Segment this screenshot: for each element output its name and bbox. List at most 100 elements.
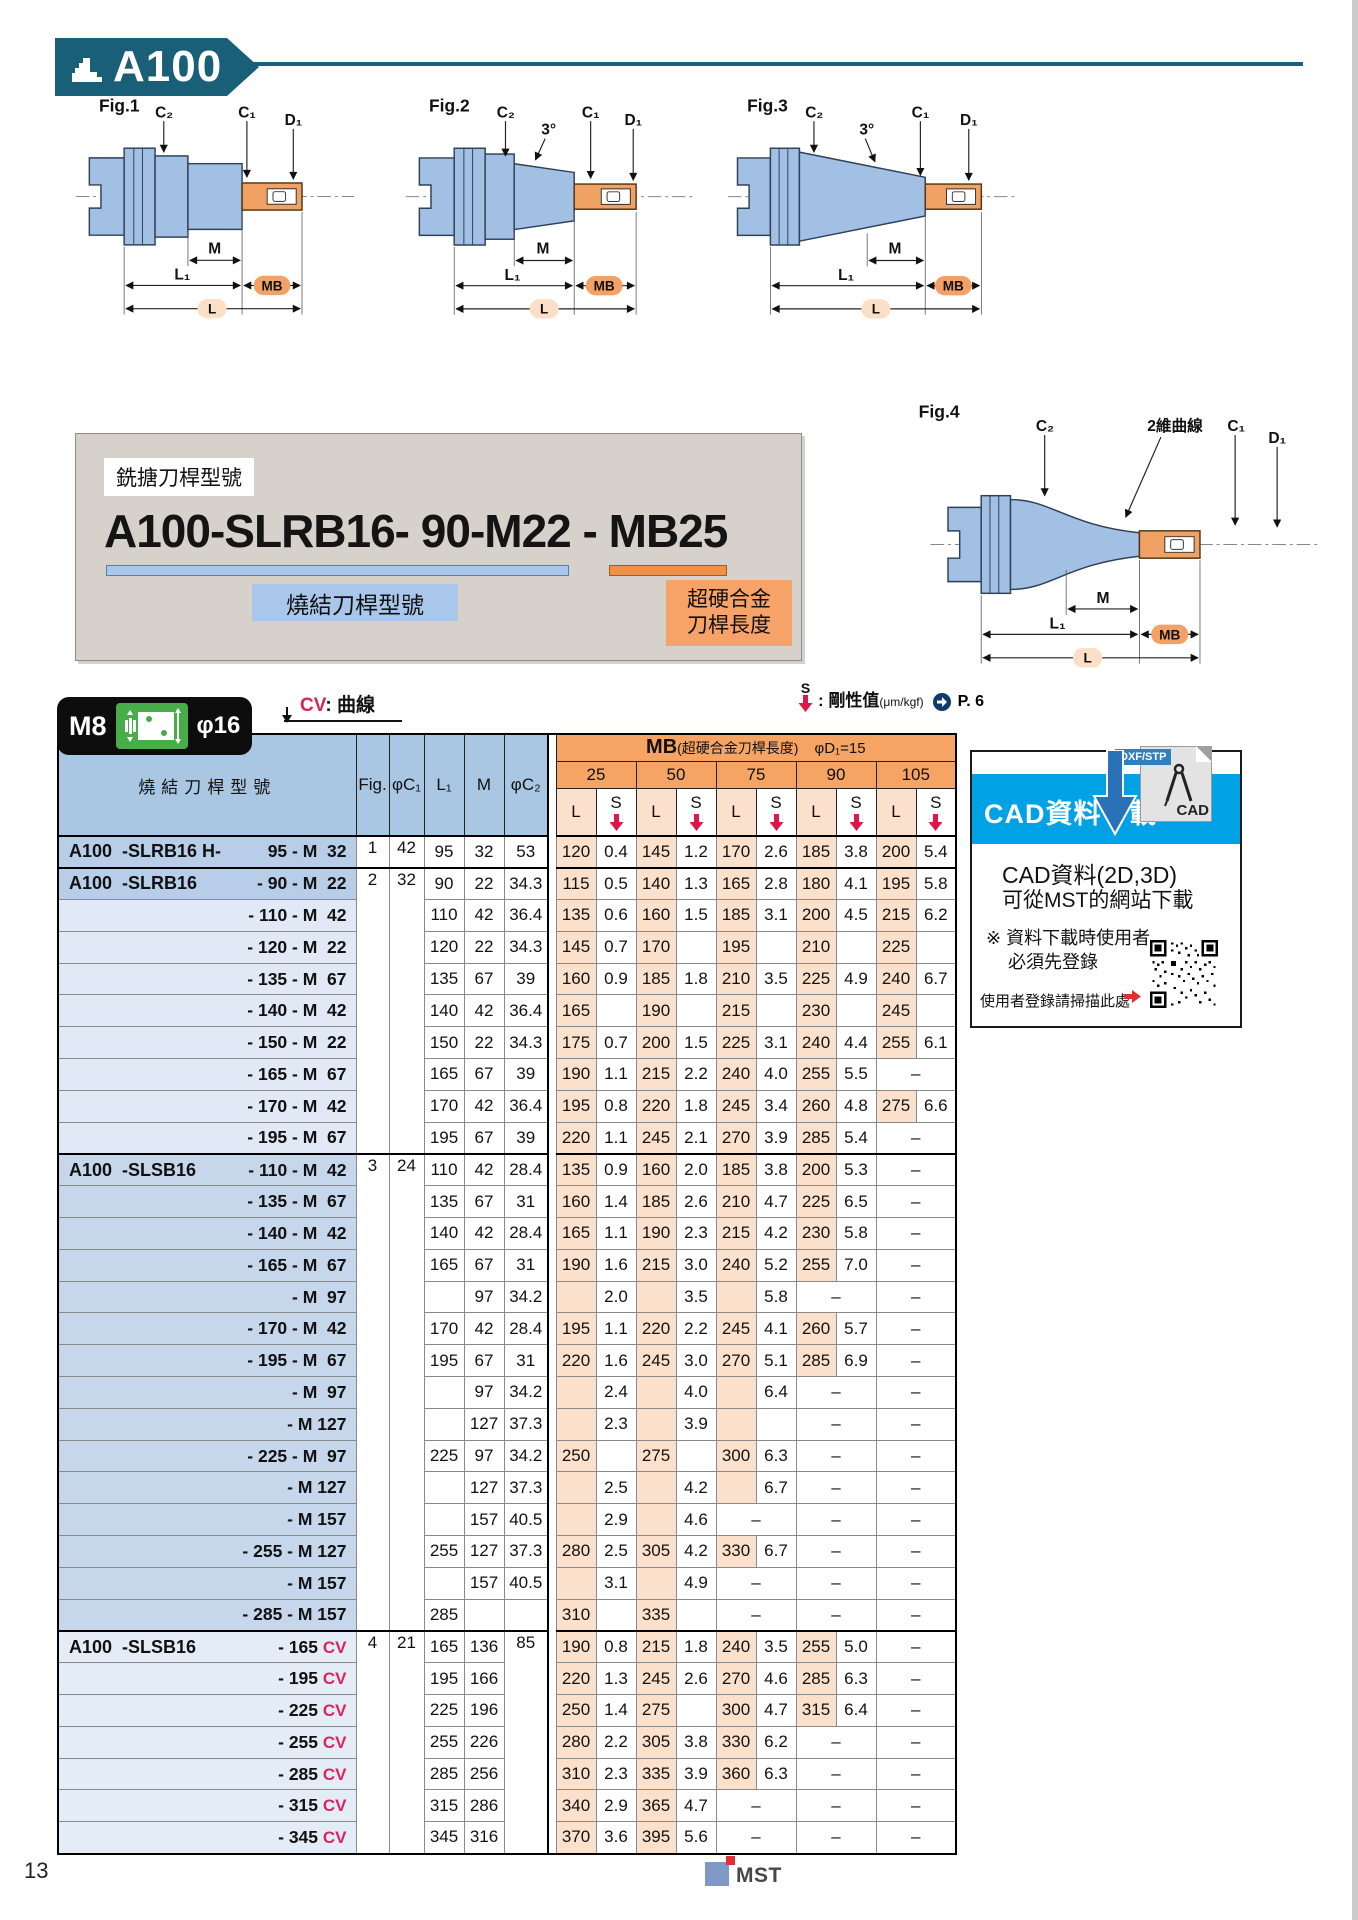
table-gap (548, 1662, 556, 1695)
mb-l-cell: 115 (555, 866, 597, 901)
mb-l-cell: 285 (795, 1662, 837, 1696)
compass-icon (1164, 763, 1193, 807)
mb-l-cell: 190 (555, 1058, 597, 1091)
page-ref: P. 6 (957, 693, 985, 710)
mb-dash-cell: – (875, 1312, 957, 1346)
spec-table-wrap: 燒結刀桿型號 Fig. φC₁ L₁ M φC₂ MB(超硬合金刀桿長度) φD₁… (57, 733, 958, 1855)
l1-cell (423, 1407, 465, 1441)
mb-s-cell: 4.2 (675, 1471, 717, 1505)
model-cell: - 285 - M 157 (57, 1598, 357, 1632)
mb-l-cell: 215 (635, 1058, 677, 1091)
c2-cell: 37.3 (503, 1407, 549, 1441)
m-cell: 97 (463, 1439, 505, 1473)
mb-s-cell: 6.7 (915, 962, 957, 996)
m-cell: 67 (463, 1121, 505, 1155)
c2-cell: 31 (503, 1344, 549, 1378)
mb-s-cell: 4.9 (835, 962, 877, 996)
dim-label: MB (594, 279, 615, 294)
l1-cell: 345 (423, 1821, 465, 1854)
mb-l-cell: 245 (635, 1121, 677, 1155)
mb-l-cell: 245 (715, 1312, 757, 1346)
l1-cell (423, 1471, 465, 1505)
model-cell: - 345 CV (57, 1821, 357, 1854)
mb-s-cell (675, 1598, 717, 1632)
col-header-c1: φC₁ (388, 733, 425, 837)
cad-file-icon: DXF/STP CAD (1115, 746, 1212, 822)
mb-l-cell: 190 (555, 1629, 597, 1664)
mb-s-cell: 3.8 (755, 1152, 797, 1187)
brand-logo: MST (705, 1856, 795, 1890)
dim-label: L₁ (505, 267, 521, 284)
mb-l-cell: 270 (715, 1121, 757, 1155)
mb-s-cell: 3.5 (755, 1629, 797, 1664)
mb-dash-cell: – (715, 1598, 797, 1632)
table-gap (548, 1122, 556, 1154)
c2-cell: 28.4 (503, 1217, 549, 1250)
m-cell: 42 (463, 1312, 505, 1346)
table-row: A100 -SLSB16- 110 - M 42 3 24 110 42 28.4 135 0… (57, 1152, 957, 1632)
table-row: - 170 - M 42 170 42 36.4 195 0.8 220 1.8 245 3.4 2… (57, 1089, 957, 1123)
fig-cell: 3 (355, 1152, 390, 1632)
model-cell: - 110 - M 42 (57, 899, 357, 932)
mb-s-cell: 2.0 (595, 1280, 637, 1314)
model-cell: - M 127 (57, 1471, 357, 1505)
dim-label: C₁ (582, 104, 600, 121)
table-gap (548, 1312, 556, 1345)
c2-cell: 34.3 (503, 930, 549, 964)
mb-s-cell: 4.2 (675, 1535, 717, 1568)
mb-s-cell (595, 1598, 637, 1632)
scan-edge (1352, 0, 1358, 1920)
logo-blue-square (705, 1862, 729, 1886)
dim-label: D₁ (1268, 430, 1286, 447)
qr-pointer-arrow (1124, 990, 1141, 1003)
table-row: - 120 - M 22 120 22 34.3 145 0.7 170 195 210 225 (57, 930, 957, 964)
m-cell: 42 (463, 1089, 505, 1123)
mb-l-cell (635, 1471, 677, 1505)
m-cell: 157 (463, 1566, 505, 1600)
mb-l-cell: 185 (635, 1185, 677, 1219)
mb-s-cell: 2.1 (675, 1121, 717, 1155)
model-cell: - 140 - M 42 (57, 1217, 357, 1250)
mb-dash-cell: – (795, 1503, 877, 1537)
table-row: - 285 - M 157 285 310 335– – – (57, 1598, 957, 1632)
m-cell: 42 (463, 994, 505, 1028)
table-row: - 225 CV 225 196 250 1.4 275 300 4.7 315 6.4– (57, 1694, 957, 1727)
fig3-drawing: Fig.3 C₂ 3° C₁ D₁ M L₁ MB L (727, 96, 1017, 319)
fig-label: Fig.2 (429, 96, 470, 115)
mb-s-cell: 2.2 (675, 1312, 717, 1346)
mb-l-cell: 240 (795, 1026, 837, 1060)
mb-l-cell: 215 (715, 1217, 757, 1250)
mb-l-cell: 220 (555, 1344, 597, 1378)
m-cell: 196 (463, 1694, 505, 1727)
table-row: - M 157 157 40.5 3.1 4.9– – – (57, 1566, 957, 1600)
cv-legend: CV: 曲線 (284, 690, 402, 722)
mb-l-cell: 260 (795, 1312, 837, 1346)
c1-cell: 24 (388, 1152, 425, 1632)
mb-l-cell: 200 (635, 1026, 677, 1060)
mb-l-cell: 195 (555, 1312, 597, 1346)
c2-cell (503, 1598, 549, 1632)
table-row: - M 157 157 40.5 2.9 4.6– – – (57, 1503, 957, 1537)
mb-l-cell (635, 1566, 677, 1600)
table-gap (548, 931, 556, 964)
model-cell: - M 157 (57, 1503, 357, 1537)
m-cell: 42 (463, 1217, 505, 1250)
table-gap (548, 899, 556, 932)
c2-cell: 39 (503, 1058, 549, 1091)
mb-l-cell: 245 (635, 1662, 677, 1696)
mb-s-cell: 6.4 (835, 1694, 877, 1727)
l1-cell (423, 1566, 465, 1600)
m-cell: 67 (463, 1344, 505, 1378)
mb-l-cell: 200 (795, 1152, 837, 1187)
table-row: - M 127 127 37.3 2.5 4.2 6.7– – (57, 1471, 957, 1505)
c2-cell: 31 (503, 1185, 549, 1219)
mb-l-cell: 245 (715, 1089, 757, 1123)
l1-cell: 195 (423, 1121, 465, 1155)
stiffness-key: S (800, 680, 811, 696)
mb-l-cell: 315 (795, 1694, 837, 1727)
mb-l-cell (635, 1407, 677, 1441)
mb-l-cell: 145 (555, 930, 597, 964)
mb-dash-cell: – (875, 1598, 957, 1632)
mb-s-cell: 1.1 (595, 1312, 637, 1346)
mb-l-cell: 195 (555, 1089, 597, 1123)
